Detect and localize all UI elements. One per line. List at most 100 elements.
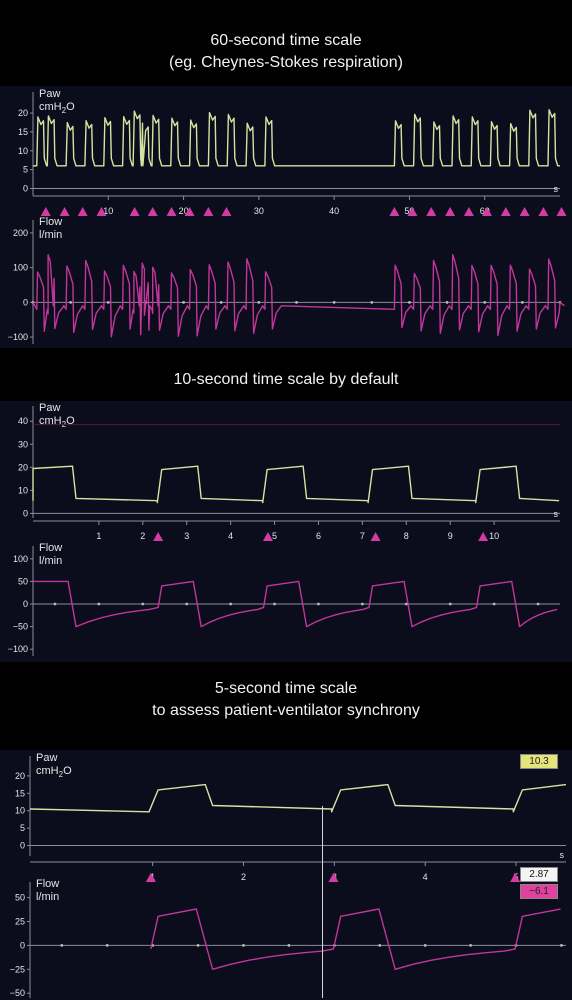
zero-dot bbox=[404, 602, 408, 606]
y-tick-label: 0 bbox=[20, 841, 25, 851]
zero-dot bbox=[69, 300, 73, 304]
trigger-marker bbox=[478, 532, 489, 541]
trigger-marker bbox=[519, 207, 530, 216]
zero-dot bbox=[560, 943, 563, 947]
zero-dot bbox=[257, 300, 261, 304]
zero-dot bbox=[182, 300, 185, 304]
y-axis-label: Flow bbox=[36, 878, 59, 890]
flow-readout: −6.1 bbox=[520, 884, 558, 899]
trigger-marker bbox=[500, 207, 511, 216]
x-tick-label: 60 bbox=[480, 206, 490, 216]
trigger-marker bbox=[556, 207, 567, 216]
paw-10s-series bbox=[32, 465, 560, 504]
trigger-marker bbox=[203, 207, 214, 216]
y-tick-label: 0 bbox=[23, 599, 28, 609]
x-tick-label: 10 bbox=[489, 531, 499, 541]
y-tick-label: −50 bbox=[10, 988, 25, 998]
zero-dot bbox=[53, 602, 57, 606]
trigger-marker bbox=[129, 207, 140, 216]
trigger-marker bbox=[145, 873, 156, 882]
y-tick-label: 30 bbox=[18, 439, 28, 449]
trigger-marker bbox=[445, 207, 456, 216]
flow-60s-series bbox=[32, 254, 565, 338]
y-axis-label: Flow bbox=[39, 216, 62, 228]
x-tick-label: 2 bbox=[241, 872, 246, 882]
zero-dot bbox=[219, 300, 223, 304]
trigger-marker bbox=[407, 207, 418, 216]
y-axis-label: Paw bbox=[39, 88, 60, 100]
y-tick-label: −50 bbox=[13, 622, 28, 632]
zero-dot bbox=[317, 602, 320, 606]
y-tick-label: 20 bbox=[18, 108, 28, 118]
y-unit-label: cmH2O bbox=[39, 415, 75, 429]
zero-dot bbox=[370, 300, 374, 304]
trigger-marker bbox=[370, 532, 381, 541]
trigger-marker bbox=[328, 873, 339, 882]
y-tick-label: 40 bbox=[18, 416, 28, 426]
trigger-marker bbox=[463, 207, 474, 216]
paw-readout: 10.3 bbox=[520, 754, 558, 769]
zero-dot bbox=[273, 602, 276, 606]
zero-dot bbox=[423, 943, 427, 947]
x-tick-label: 4 bbox=[228, 531, 233, 541]
zero-dot bbox=[360, 602, 364, 606]
y-axis-label: Paw bbox=[36, 752, 57, 764]
zero-dot bbox=[295, 300, 298, 304]
section-title-10s: 10-second time scale by default bbox=[0, 369, 572, 391]
flow-5s-series bbox=[150, 908, 561, 970]
zero-dot bbox=[106, 300, 110, 304]
trigger-marker bbox=[262, 532, 273, 541]
title-10s-line1: 10-second time scale by default bbox=[173, 371, 399, 388]
y-tick-label: −100 bbox=[8, 332, 28, 342]
y-tick-label: 0 bbox=[23, 508, 28, 518]
x-unit-label: s bbox=[554, 184, 559, 194]
y-tick-label: −100 bbox=[8, 644, 28, 654]
trigger-marker bbox=[389, 207, 400, 216]
panel-10s bbox=[0, 401, 572, 662]
zero-dot bbox=[105, 943, 109, 947]
x-tick-label: 7 bbox=[360, 531, 365, 541]
zero-dot bbox=[229, 602, 233, 606]
panel-5s bbox=[0, 750, 572, 1000]
x-tick-label: 9 bbox=[448, 531, 453, 541]
zero-dot bbox=[185, 602, 189, 606]
x-tick-label: 20 bbox=[179, 206, 189, 216]
y-axis-label: Flow bbox=[39, 542, 62, 554]
zero-dot bbox=[469, 943, 473, 947]
trigger-marker bbox=[221, 207, 232, 216]
trigger-marker bbox=[481, 207, 492, 216]
trigger-marker bbox=[538, 207, 549, 216]
x-tick-label: 50 bbox=[404, 206, 414, 216]
trigger-marker bbox=[59, 207, 70, 216]
trigger-marker bbox=[184, 207, 195, 216]
y-tick-label: 0 bbox=[20, 940, 25, 950]
zero-dot bbox=[287, 943, 291, 947]
x-tick-label: 5 bbox=[272, 531, 277, 541]
paw-60s-series bbox=[33, 109, 560, 167]
x-tick-label: 10 bbox=[103, 206, 113, 216]
zero-dot bbox=[97, 602, 101, 606]
y-tick-label: 100 bbox=[13, 554, 28, 564]
zero-dot bbox=[520, 300, 524, 304]
zero-dot bbox=[242, 943, 245, 947]
section-title-5s: 5-second time scale to assess patient-ve… bbox=[0, 678, 572, 722]
zero-dot bbox=[141, 602, 145, 606]
y-tick-label: 200 bbox=[13, 228, 28, 238]
y-unit-label: l/min bbox=[39, 229, 62, 241]
y-tick-label: 5 bbox=[23, 165, 28, 175]
zero-dot bbox=[196, 943, 200, 947]
y-tick-label: 25 bbox=[15, 916, 25, 926]
y-tick-label: 50 bbox=[15, 893, 25, 903]
paw-5s-series bbox=[29, 783, 567, 813]
zero-dot bbox=[408, 300, 411, 304]
zero-dot bbox=[60, 943, 64, 947]
trigger-marker bbox=[77, 207, 88, 216]
flow-10s-series bbox=[33, 580, 558, 628]
x-tick-label: 30 bbox=[254, 206, 264, 216]
trigger-marker bbox=[147, 207, 158, 216]
title-60s-line1: 60-second time scale bbox=[210, 32, 362, 49]
y-tick-label: 10 bbox=[18, 485, 28, 495]
trigger-marker bbox=[426, 207, 437, 216]
y-tick-label: 5 bbox=[20, 823, 25, 833]
